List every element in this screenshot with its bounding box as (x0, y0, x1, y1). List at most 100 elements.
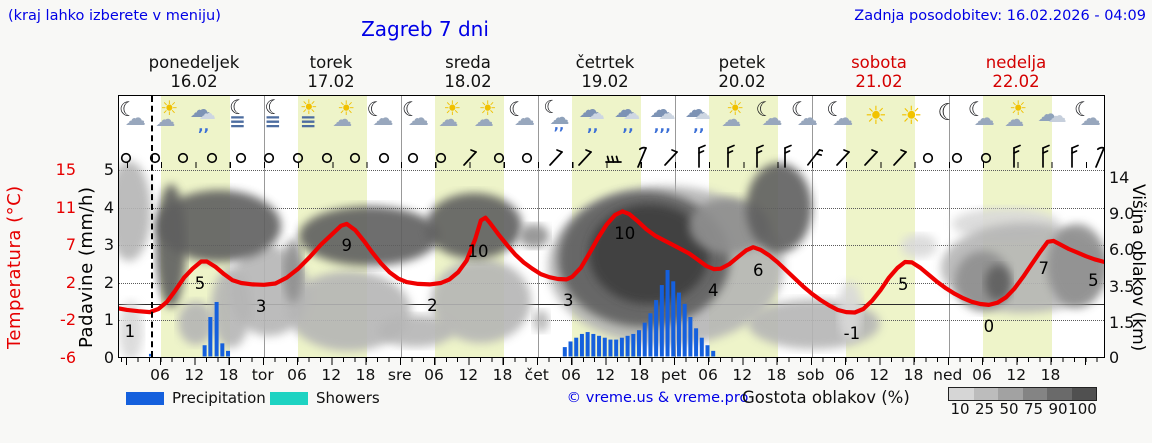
temperature-value-label: 9 (341, 235, 353, 255)
wind-symbol-calm (232, 144, 250, 168)
time-tick-label: 12 (869, 366, 890, 384)
weather-icon-cloud: ☁ ☁ (1037, 99, 1071, 143)
calm-circle (407, 152, 418, 164)
temperature-value-label: 3 (562, 290, 574, 310)
icon-glyph: ☾ (826, 97, 845, 121)
precipitation-tick-label: 1 (103, 310, 114, 330)
wind-glyph (1042, 144, 1050, 168)
weather-icon-moon-cloud: ☾ ☁ (506, 99, 540, 143)
cloud-scale-value: 10 (950, 400, 970, 418)
day-header-name: sobota (851, 53, 907, 72)
wind-glyph (264, 152, 275, 164)
icon-glyph: ☁ (797, 106, 819, 130)
wind-glyph (784, 144, 793, 168)
barb-stroke (1042, 144, 1050, 149)
day-header-name: četrtek (575, 53, 635, 72)
wind-symbol-calm (404, 144, 422, 168)
calm-circle (980, 152, 991, 164)
wind-glyph (1013, 144, 1022, 168)
precip-bar (608, 339, 613, 357)
icon-glyph: ☁ (649, 98, 672, 123)
barb-stroke (1070, 150, 1078, 154)
temperature-value-label: 5 (898, 275, 909, 295)
icon-glyph: ☁ (614, 98, 637, 123)
icon-glyph: ☁ (332, 107, 353, 131)
wind-symbol-barb-left (604, 144, 623, 168)
cloud-density-scale-bar (948, 387, 1097, 401)
precip-bar (688, 317, 693, 357)
temperature-value-label: 2 (427, 296, 438, 316)
wind-glyph (549, 149, 563, 166)
barb-stroke (556, 149, 563, 153)
temperature-tick-label: 2 (65, 272, 76, 292)
icon-glyph: ☾ (937, 100, 959, 126)
wind-symbol-barb-n (748, 144, 766, 168)
showers-legend-label: Showers (316, 389, 380, 407)
precipitation-tick-label: 3 (103, 235, 114, 255)
barb-stroke (755, 150, 762, 154)
icon-glyph: ‚‚ (553, 118, 565, 134)
precipitation-tick-label: 0 (103, 348, 114, 367)
icon-glyph: ≡ (264, 109, 282, 133)
icon-glyph: ☁ (832, 106, 854, 130)
barb-stroke (663, 151, 678, 166)
cloud-cover-layer (119, 161, 1104, 357)
precip-bar (602, 337, 607, 357)
weather-icon-cloud-rain: ☁ ☁ ‚‚ (188, 99, 222, 143)
icon-glyph: ☁ (1037, 102, 1059, 126)
showers-legend-swatch (270, 392, 308, 405)
barb-stroke (1070, 144, 1079, 149)
wind-glyph (835, 149, 850, 166)
top-tick-marks (119, 162, 1104, 168)
time-tick-label: 06 (561, 366, 581, 384)
wind-glyph (755, 144, 764, 168)
wind-symbol-calm (203, 144, 221, 168)
calm-circle (178, 152, 189, 164)
precip-bar (659, 285, 664, 357)
barb-stroke (842, 149, 850, 153)
wind-symbol-barb-n (1005, 144, 1023, 168)
day-boundary-line (811, 96, 813, 357)
day-header-date: 16.02 (170, 72, 218, 91)
day-header-date: 22.02 (992, 72, 1040, 91)
precip-bar (585, 332, 590, 357)
icon-glyph: ☁ (372, 106, 394, 130)
icon-glyph: ☁ (473, 107, 494, 131)
barb-stroke (892, 151, 907, 166)
precip-bar (671, 281, 676, 357)
current-time-line (150, 96, 153, 357)
precip-bar (631, 333, 636, 357)
icon-glyph: ≡ (229, 109, 246, 133)
wind-symbol-calm (518, 144, 536, 168)
temperature-value-label: 4 (707, 280, 719, 300)
cloud-blob (519, 224, 549, 248)
icon-glyph: ☾ (1073, 97, 1092, 121)
cloud-blob (431, 259, 531, 343)
icon-glyph: ‚‚ (622, 117, 634, 135)
icon-glyph: ☁ (1004, 107, 1025, 131)
precip-bar (648, 313, 653, 357)
calm-circle (952, 152, 963, 164)
icon-glyph: ☁ (514, 106, 536, 130)
icon-glyph: ‚‚ (692, 117, 705, 135)
calm-circle (264, 152, 275, 164)
icon-glyph: ☾ (366, 97, 385, 121)
temperature-tick-label: 11 (55, 197, 76, 217)
precip-bar (226, 350, 231, 357)
barb-stroke (899, 149, 907, 153)
time-tick-label: pet (661, 366, 687, 384)
time-tick-label: 06 (698, 366, 718, 384)
day-header-date: 17.02 (307, 72, 355, 91)
wind-glyph (605, 155, 623, 163)
time-tick-label: čet (524, 366, 549, 384)
barb-stroke (584, 149, 592, 153)
calm-circle (292, 152, 304, 164)
time-tick-label: 12 (321, 366, 342, 384)
barb-stroke (806, 149, 821, 166)
icon-glyph: ☁ (721, 107, 742, 131)
precip-bar (202, 345, 207, 357)
copyright-links[interactable]: © vreme.us & vreme.pro (566, 390, 749, 406)
day-header-name: nedelja (985, 53, 1047, 72)
weather-icon-sun: ☀ (860, 99, 894, 143)
wind-glyph (727, 144, 735, 168)
